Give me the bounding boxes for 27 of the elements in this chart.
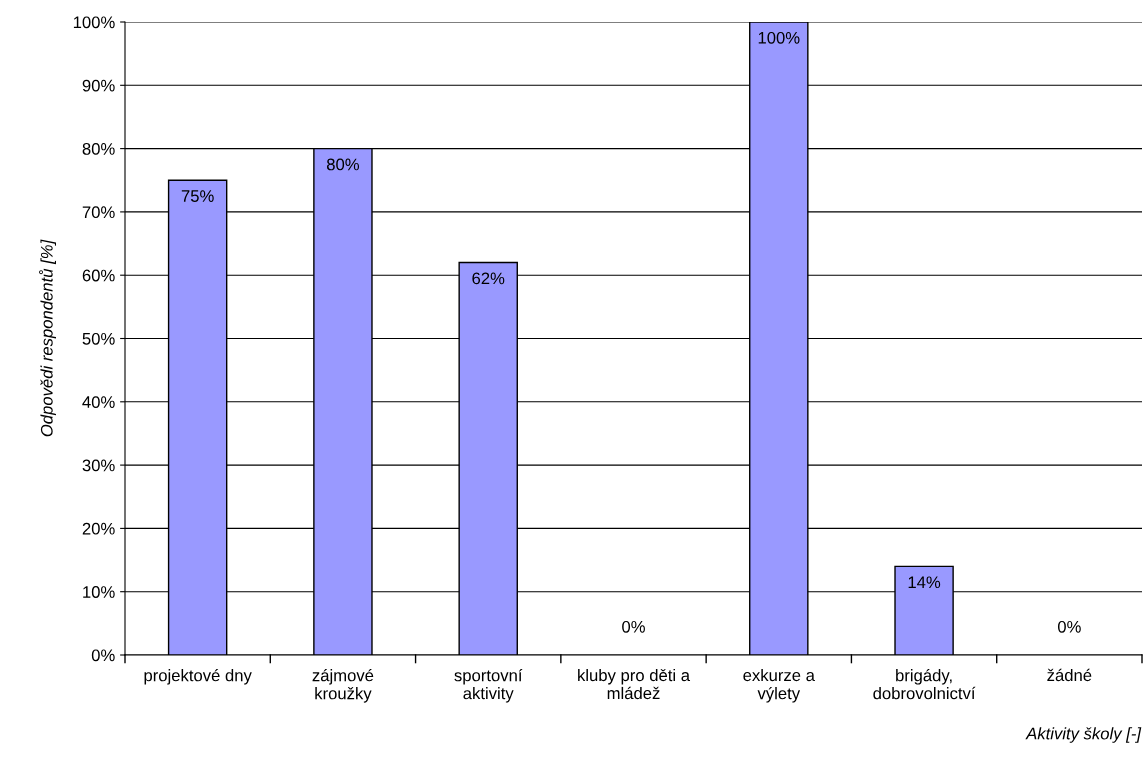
- data-label: 0%: [622, 620, 645, 633]
- y-tick-label: 80%: [82, 143, 115, 155]
- y-tick-label: 30%: [82, 459, 115, 472]
- y-tick-label: 20%: [82, 522, 115, 535]
- y-tick-label: 10%: [83, 586, 115, 598]
- data-label: 14%: [908, 576, 941, 589]
- y-tick-label: 90%: [82, 79, 115, 92]
- y-tick-label: 40%: [82, 396, 115, 408]
- data-label: 0%: [1057, 620, 1081, 633]
- x-tick-label: projektové dny: [144, 668, 252, 685]
- x-tick-label: exkurze a výlety: [743, 668, 815, 703]
- y-tick-label: 100%: [73, 16, 115, 29]
- y-tick-label: 60%: [82, 269, 115, 282]
- data-label: 75%: [181, 190, 214, 202]
- data-label: 62%: [472, 272, 505, 285]
- y-tick-label: 50%: [82, 332, 115, 345]
- data-label: 100%: [758, 31, 800, 44]
- x-axis-title: Aktivity školy [-]: [1025, 727, 1142, 743]
- y-tick-label: 0%: [91, 649, 115, 662]
- y-tick-label: 70%: [82, 206, 115, 219]
- data-label: 80%: [326, 158, 360, 171]
- x-tick-label: žádné: [1047, 668, 1092, 682]
- y-axis-title: Odpovědi respondentů [%]: [39, 239, 56, 437]
- x-tick-label: brigády, dobrovolnictví: [873, 668, 976, 700]
- x-tick-label: sportovní aktivity: [454, 668, 523, 703]
- x-tick-label: zájmové kroužky: [312, 668, 374, 703]
- x-tick-label: kluby pro děti a mládež: [578, 668, 691, 700]
